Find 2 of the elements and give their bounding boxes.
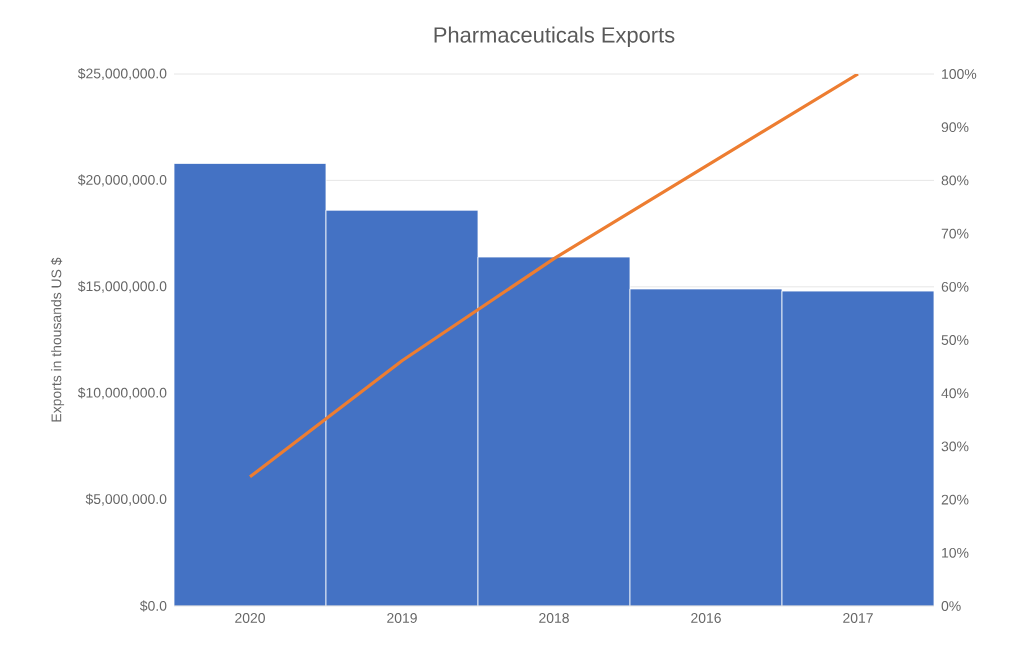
chart-title: Pharmaceuticals Exports	[434, 26, 675, 47]
line-series	[248, 73, 860, 479]
